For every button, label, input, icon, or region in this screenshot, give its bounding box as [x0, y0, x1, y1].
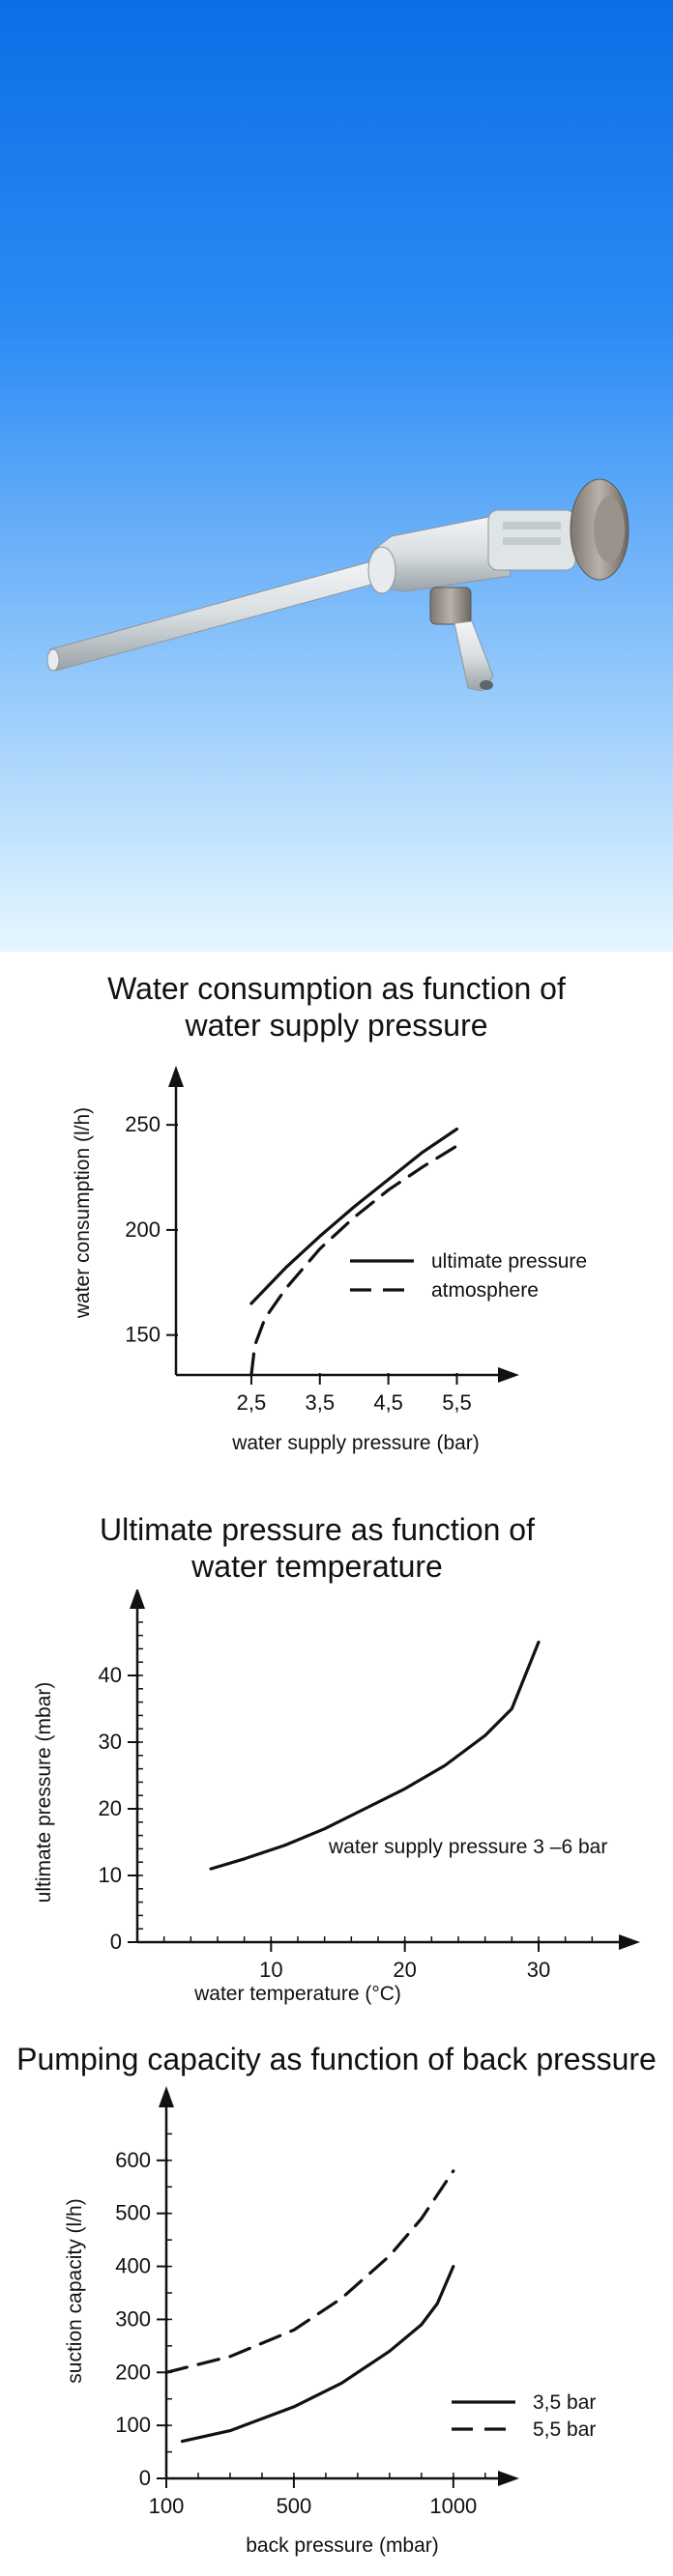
y-tick-label: 600: [115, 2148, 151, 2172]
y-tick-label: 400: [115, 2254, 151, 2278]
x-tick-label: 20: [393, 1958, 416, 1982]
series-line-atmosphere: [249, 1144, 459, 1377]
x-axis-label: water temperature (°C): [193, 1983, 401, 2005]
x-tick-label: 100: [149, 2494, 185, 2518]
legend-label: atmosphere: [431, 1279, 539, 1302]
series-line-ultimate-pressure: [249, 1127, 459, 1305]
y-tick-label: 250: [125, 1112, 161, 1136]
x-tick-label: 4,5: [373, 1390, 403, 1415]
y-tick-label: 150: [125, 1323, 161, 1347]
legend-label: ultimate pressure: [431, 1250, 587, 1273]
chart-title-line2: water temperature: [191, 1549, 443, 1584]
x-tick-label: 3,5: [305, 1390, 335, 1415]
x-axis-label: water supply pressure (bar): [231, 1432, 480, 1454]
x-tick-label: 30: [527, 1958, 550, 1982]
y-tick-label: 300: [115, 2306, 151, 2331]
x-axis-arrow: [498, 1367, 519, 1383]
y-tick-label: 500: [115, 2201, 151, 2225]
y-axis-label: suction capacity (l/h): [64, 2198, 86, 2383]
y-tick-label: 200: [125, 1217, 161, 1242]
aspirator-pump-illustration: [46, 478, 629, 692]
y-tick-label: 0: [110, 1930, 122, 1954]
y-axis-arrow: [130, 1589, 145, 1609]
y-tick-label: 20: [99, 1796, 122, 1820]
series-line-3-5-bar: [180, 2265, 455, 2444]
ultimate-pressure-chart: Ultimate pressure as function of water t…: [0, 1503, 673, 2024]
y-axis-arrow: [159, 2086, 174, 2107]
x-tick-label: 10: [259, 1958, 282, 1982]
x-tick-label: 5,5: [442, 1390, 472, 1415]
chart-title-line1: Water consumption as function of: [107, 971, 566, 1006]
y-tick-label: 0: [139, 2466, 151, 2490]
product-photo: [0, 0, 673, 952]
y-tick-label: 200: [115, 2360, 151, 2384]
y-axis-label: water consumption (l/h): [72, 1107, 94, 1319]
legend-label: 5,5 bar: [533, 2419, 596, 2441]
legend-label: 3,5 bar: [533, 2391, 596, 2414]
y-axis-arrow: [168, 1066, 184, 1087]
y-tick-label: 10: [99, 1863, 122, 1887]
x-axis-arrow: [498, 2471, 519, 2486]
series-line-0: [209, 1640, 541, 1871]
pumping-capacity-plot: 0 100 200 300 400 500 600 100 500 1000 back pressu…: [64, 2086, 596, 2557]
pumping-capacity-chart: Pumping capacity as function of back pre…: [0, 2032, 673, 2574]
water-consumption-chart: Water consumption as function of water s…: [0, 961, 673, 1488]
y-tick-label: 40: [99, 1663, 122, 1687]
chart-title-line1: Pumping capacity as function of back pre…: [16, 2042, 657, 2076]
water-consumption-plot: 150 200 250 2,5 3,5 4,5 5,5 water supply pressu…: [72, 1066, 587, 1454]
ultimate-pressure-plot: 0 10 20 30 40 10 20 30 water temperature (°C) ult…: [33, 1589, 640, 2005]
x-axis-label: back pressure (mbar): [246, 2534, 439, 2557]
x-tick-label: 500: [277, 2494, 312, 2518]
y-axis-label: ultimate pressure (mbar): [33, 1682, 55, 1903]
x-tick-label: 2,5: [237, 1390, 267, 1415]
y-tick-label: 100: [115, 2413, 151, 2437]
chart-title-line2: water supply pressure: [185, 1008, 488, 1043]
chart-title-line1: Ultimate pressure as function of: [100, 1512, 535, 1547]
x-tick-label: 1000: [429, 2494, 477, 2518]
x-axis-arrow: [619, 1934, 640, 1950]
y-tick-label: 30: [99, 1730, 122, 1754]
chart-annotation: water supply pressure 3 –6 bar: [328, 1836, 607, 1858]
series-line-5-5-bar: [164, 2169, 455, 2374]
